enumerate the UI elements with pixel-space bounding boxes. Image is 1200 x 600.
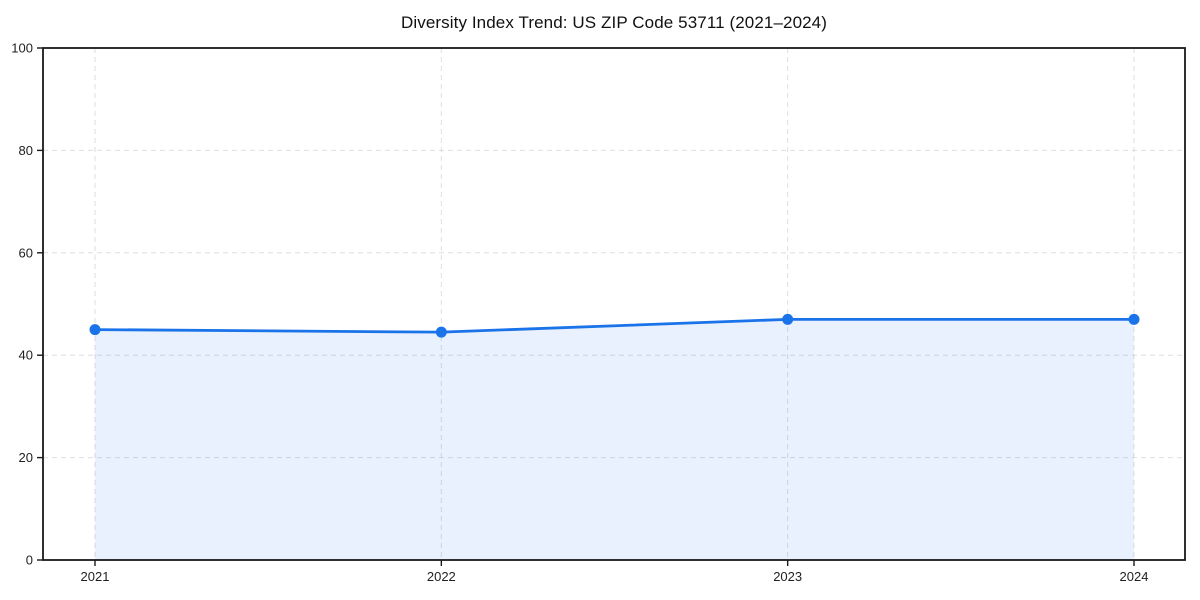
- y-tick-label: 100: [11, 41, 33, 56]
- y-tick-label: 40: [19, 348, 33, 363]
- x-tick-label: 2024: [1120, 569, 1149, 584]
- y-tick-label: 20: [19, 450, 33, 465]
- y-tick-label: 60: [19, 245, 33, 260]
- x-tick-label: 2021: [81, 569, 110, 584]
- data-point-2022: [435, 326, 447, 338]
- y-tick-label: 80: [19, 143, 33, 158]
- data-point-2024: [1128, 313, 1140, 325]
- series-area: [95, 319, 1134, 560]
- x-tick-label: 2023: [773, 569, 802, 584]
- series-line: [93, 317, 1136, 334]
- chart-title: Diversity Index Trend: US ZIP Code 53711…: [400, 13, 828, 32]
- data-point-2021: [89, 324, 101, 336]
- plot-border: [42, 47, 1186, 561]
- y-tick-label: 0: [26, 553, 33, 568]
- x-tick-label: 2022: [427, 569, 456, 584]
- data-point-2023: [782, 313, 794, 325]
